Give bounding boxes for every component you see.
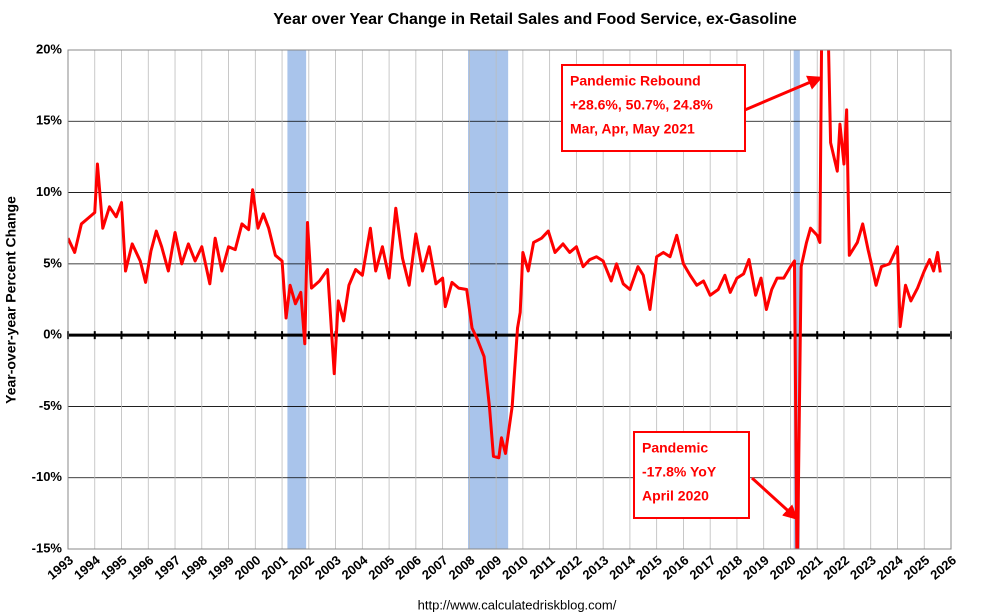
x-tick-label: 2016 — [660, 552, 692, 582]
x-tick-label: 2017 — [687, 552, 719, 582]
x-tick-label: 2023 — [847, 552, 879, 582]
x-tick-label: 2007 — [419, 552, 451, 582]
x-tick-label: 2025 — [901, 552, 933, 582]
line-layer — [68, 50, 942, 549]
y-tick-label: 0% — [43, 327, 62, 342]
y-tick-label: -15% — [32, 540, 63, 555]
x-tick-label: 2000 — [232, 552, 264, 582]
annotation-text: -17.8% YoY — [642, 464, 717, 480]
data-line — [68, 50, 942, 549]
recession-band — [793, 50, 800, 549]
arrow — [750, 476, 799, 521]
x-tick-label: 2018 — [713, 552, 745, 582]
x-tick-label: 2013 — [579, 552, 611, 582]
x-tick-label: 2006 — [392, 552, 424, 582]
recession-band — [468, 50, 509, 549]
x-tick-label: 1997 — [151, 552, 183, 582]
x-tick-label: 2004 — [339, 552, 371, 583]
x-tick-label: 2005 — [365, 552, 397, 582]
y-tick-label: 5% — [43, 255, 62, 270]
x-tick-label: 1998 — [178, 552, 210, 582]
x-tick-label: 1999 — [205, 552, 237, 582]
x-tick-label: 2026 — [927, 552, 959, 582]
y-tick-label: 15% — [36, 113, 62, 128]
x-tick-label: 2019 — [740, 552, 772, 582]
x-tick-label: 2021 — [794, 552, 826, 582]
y-tick-label: -10% — [32, 469, 63, 484]
y-tick-label: 10% — [36, 184, 62, 199]
y-tick-label: -5% — [39, 398, 63, 413]
chart-title: Year over Year Change in Retail Sales an… — [273, 11, 797, 28]
x-tick-label: 2002 — [285, 552, 317, 582]
annotation-text: Pandemic Rebound — [570, 73, 701, 89]
annotation-text: Mar, Apr, May 2021 — [570, 121, 695, 137]
x-tick-label: 2022 — [820, 552, 852, 582]
plot-frame — [67, 49, 952, 550]
x-tick-label: 1994 — [71, 552, 103, 583]
x-tick-label: 1995 — [98, 552, 130, 582]
arrow — [732, 75, 823, 117]
annotation-text: April 2020 — [642, 488, 709, 504]
x-tick-label: 2015 — [633, 552, 665, 582]
x-tick-label: 2020 — [767, 552, 799, 582]
x-tick-label: 2024 — [874, 552, 906, 583]
x-tick-label: 2001 — [258, 552, 290, 582]
x-tick-label: 2009 — [472, 552, 504, 582]
y-tick-label: 20% — [36, 41, 62, 56]
annotation-box — [561, 64, 746, 152]
x-tick-label: 2014 — [606, 552, 638, 583]
x-tick-label: 2012 — [553, 552, 585, 582]
source: http://www.calculatedriskblog.com/ — [418, 597, 617, 612]
x-tick-label: 1996 — [125, 552, 157, 582]
x-tick-label: 2008 — [446, 552, 478, 582]
annotation-text: Pandemic — [642, 440, 708, 456]
annotation-text: +28.6%, 50.7%, 24.8% — [570, 97, 713, 113]
grid-layer — [67, 49, 952, 550]
x-tick-label: 2011 — [527, 552, 558, 582]
y-axis-label: Year-over-year Percent Change — [3, 196, 19, 404]
annotation-box — [633, 431, 750, 519]
shading-layer — [287, 50, 800, 549]
x-tick-label: 1993 — [44, 552, 76, 582]
x-tick-label: 2010 — [499, 552, 531, 582]
x-tick-label: 2003 — [312, 552, 344, 582]
